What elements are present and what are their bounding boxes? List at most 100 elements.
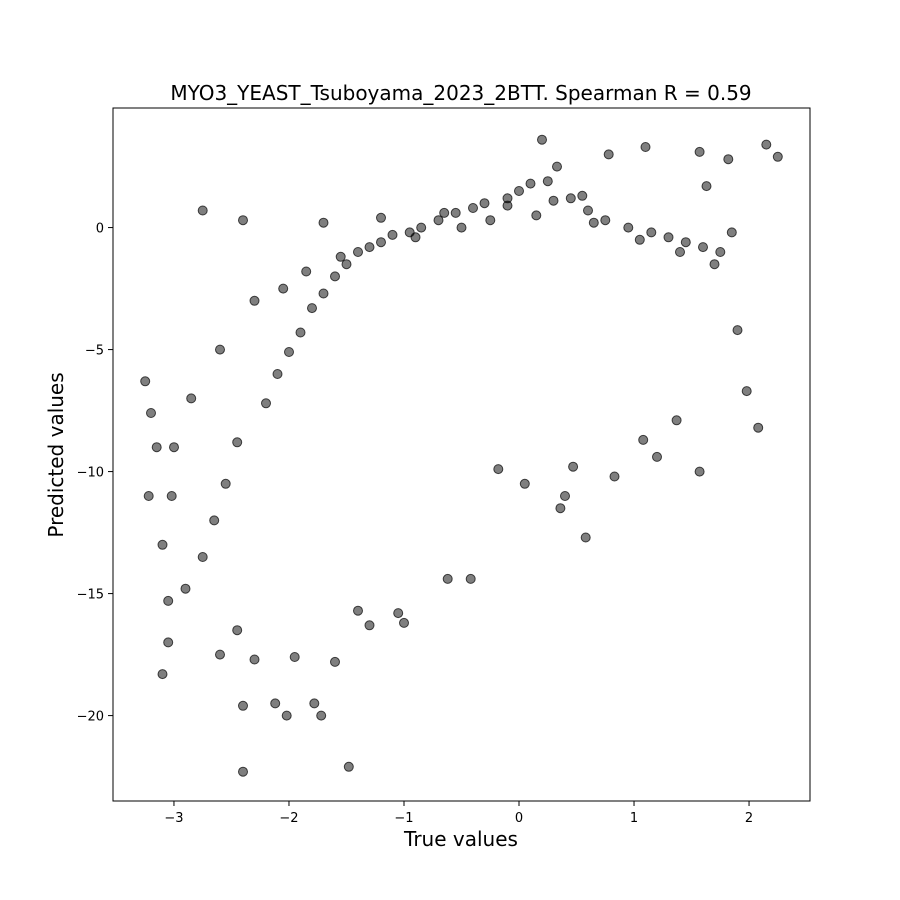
chart-title: MYO3_YEAST_Tsuboyama_2023_2BTT. Spearman… <box>170 81 751 105</box>
data-point <box>215 344 225 355</box>
data-point <box>238 215 248 226</box>
data-point <box>552 161 562 172</box>
data-point <box>623 222 634 233</box>
x-tick-label: 1 <box>630 811 638 826</box>
data-point <box>197 205 208 216</box>
data-point <box>353 247 363 257</box>
data-point <box>309 698 320 709</box>
x-tick-label: −1 <box>394 811 413 826</box>
data-point <box>232 625 243 636</box>
data-point <box>671 415 682 426</box>
data-point <box>284 347 294 357</box>
data-point <box>638 434 649 445</box>
data-point <box>701 181 712 192</box>
data-point <box>542 176 553 187</box>
data-point <box>376 237 386 248</box>
data-point <box>163 595 174 606</box>
data-point <box>364 242 375 253</box>
data-point <box>157 669 168 680</box>
y-axis-label: Predicted values <box>44 372 68 537</box>
data-point <box>694 146 705 157</box>
data-point <box>238 700 248 711</box>
data-point <box>209 515 220 526</box>
data-point <box>565 193 576 204</box>
data-point <box>519 478 530 489</box>
y-tick-label: −20 <box>77 710 104 725</box>
data-point <box>151 442 162 453</box>
data-point <box>588 217 599 228</box>
data-point <box>387 229 398 240</box>
data-point <box>330 656 340 667</box>
plot-frame <box>112 107 811 802</box>
data-point <box>376 212 386 223</box>
data-point <box>525 178 536 189</box>
data-point <box>140 376 151 387</box>
data-point <box>726 227 737 238</box>
data-point <box>537 134 547 145</box>
data-point <box>289 652 300 662</box>
data-point <box>468 203 478 213</box>
data-point <box>410 232 421 243</box>
data-point <box>330 271 340 282</box>
data-point <box>238 766 248 777</box>
data-point <box>680 237 691 248</box>
data-point <box>353 605 363 616</box>
x-axis-label: True values <box>403 827 518 851</box>
x-tick-label: 2 <box>745 811 753 826</box>
data-point <box>555 503 566 514</box>
data-point <box>301 266 312 277</box>
data-point <box>157 539 168 550</box>
data-point <box>180 583 191 594</box>
data-point <box>166 491 177 501</box>
data-point <box>694 466 705 477</box>
data-point <box>442 573 453 584</box>
data-point <box>341 259 352 270</box>
y-tick-label: 0 <box>96 222 104 237</box>
data-point <box>652 451 662 462</box>
data-point <box>479 198 490 209</box>
y-tick-label: −15 <box>77 588 104 603</box>
data-point <box>548 195 559 206</box>
data-point <box>186 393 197 404</box>
points-layer <box>140 134 783 777</box>
data-point <box>583 205 593 216</box>
data-point <box>450 207 461 218</box>
data-point <box>220 478 231 489</box>
data-point <box>600 215 611 226</box>
data-point <box>732 325 743 336</box>
data-point <box>646 227 657 238</box>
data-point <box>609 471 620 482</box>
data-point <box>318 288 329 299</box>
data-point <box>169 442 179 453</box>
data-point <box>577 190 588 201</box>
data-point <box>343 761 354 772</box>
data-point <box>502 200 513 211</box>
x-axis: −3 −2 −1 0 1 2 <box>164 801 753 826</box>
data-point <box>485 215 496 226</box>
data-point <box>215 649 225 660</box>
data-point <box>640 142 651 152</box>
data-point <box>634 234 645 245</box>
data-point <box>278 283 289 294</box>
y-axis: −20 −15 −10 −5 0 <box>77 222 113 725</box>
data-point <box>580 532 591 543</box>
data-point <box>364 620 375 631</box>
data-point <box>416 222 427 233</box>
data-point <box>772 151 783 162</box>
data-point <box>163 637 174 648</box>
data-point <box>232 437 243 448</box>
data-point <box>439 207 450 218</box>
data-point <box>318 217 329 228</box>
data-point <box>493 464 504 475</box>
data-point <box>514 186 524 196</box>
data-point <box>723 154 734 165</box>
data-point <box>433 215 444 226</box>
data-point <box>465 573 476 584</box>
data-point <box>531 210 542 221</box>
data-point <box>715 247 726 257</box>
data-point <box>399 617 409 628</box>
data-point <box>295 327 306 338</box>
data-point <box>261 398 271 409</box>
data-point <box>143 491 154 501</box>
